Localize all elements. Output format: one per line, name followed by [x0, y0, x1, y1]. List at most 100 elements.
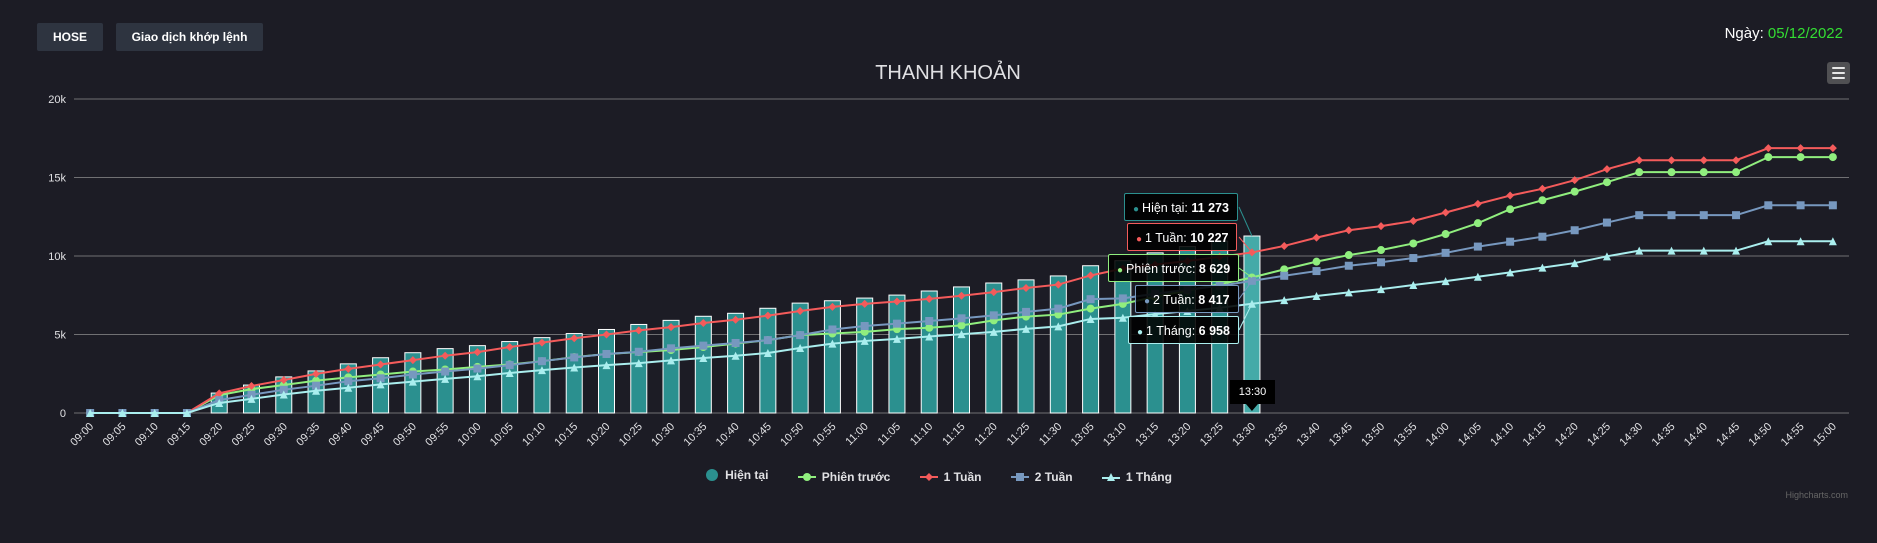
point-marker: [763, 311, 772, 320]
point-marker: [1732, 211, 1741, 220]
point-marker: [1280, 265, 1289, 274]
point-marker: [408, 356, 417, 365]
point-marker: [1764, 201, 1773, 210]
legend-item-phien-truoc[interactable]: Phiên trước: [797, 470, 891, 484]
legend-item-1-thang[interactable]: 1 Tháng: [1101, 470, 1172, 484]
point-marker: [1409, 216, 1418, 225]
point-marker: [763, 336, 772, 345]
point-marker: [1699, 156, 1708, 165]
x-tick-label: 14:30: [1617, 421, 1645, 449]
x-tick-label: 10:05: [488, 421, 516, 449]
highcharts-credits[interactable]: Highcharts.com: [1785, 490, 1848, 500]
dot-icon: ●: [1136, 234, 1143, 245]
point-marker: [1506, 191, 1515, 200]
point-marker: [376, 360, 385, 369]
x-tick-label: 14:10: [1488, 421, 1516, 449]
point-marker: [118, 409, 127, 417]
point-marker: [731, 351, 740, 360]
point-marker: [1506, 237, 1515, 246]
x-tick-label: 10:55: [811, 421, 839, 449]
tooltip-label: 2 Tuần:: [1153, 293, 1195, 307]
point-marker: [1538, 196, 1547, 205]
point-marker: [1796, 201, 1805, 210]
point-marker: [1022, 307, 1031, 316]
point-marker: [1312, 292, 1321, 301]
tooltip-label: 1 Tháng:: [1146, 324, 1196, 338]
point-marker: [408, 370, 417, 379]
exchange-button-hose[interactable]: HOSE: [37, 23, 103, 51]
point-marker: [86, 409, 95, 417]
point-marker: [247, 381, 256, 390]
date-value: 05/12/2022: [1767, 25, 1843, 42]
legend-item-1-tuan[interactable]: 1 Tuần: [919, 470, 981, 484]
point-marker: [1602, 218, 1611, 227]
point-marker: [279, 390, 288, 399]
point-marker: [182, 409, 191, 417]
bar: [953, 286, 970, 414]
bar: [630, 323, 648, 414]
point-marker: [312, 369, 321, 378]
point-marker: [731, 338, 740, 347]
y-tick-label: 15k: [48, 173, 66, 185]
x-tick-label: 10:50: [778, 421, 806, 449]
line-diamond-icon: [919, 472, 938, 482]
point-marker: [1602, 252, 1611, 261]
point-marker: [925, 332, 934, 341]
point-marker: [1086, 271, 1095, 280]
point-marker: [1377, 246, 1386, 255]
x-tick-label: 09:45: [359, 421, 387, 449]
point-marker: [505, 368, 514, 377]
x-tick-label: 10:15: [552, 421, 580, 449]
point-marker: [570, 353, 579, 362]
crosshair-pointer: [1245, 404, 1258, 411]
point-marker: [1280, 296, 1289, 305]
x-tick-label: 14:15: [1521, 421, 1549, 449]
legend-label: Phiên trước: [821, 470, 891, 484]
point-marker: [699, 354, 708, 363]
point-marker: [1441, 230, 1450, 239]
point-marker: [667, 344, 676, 353]
point-marker: [1796, 144, 1805, 153]
point-marker: [215, 398, 224, 407]
bar: [888, 294, 906, 414]
point-marker: [505, 361, 514, 370]
point-marker: [957, 291, 966, 300]
y-tick-label: 5k: [54, 330, 66, 342]
point-marker: [1441, 208, 1450, 217]
bar: [533, 337, 551, 414]
point-marker: [1054, 304, 1063, 313]
circle-icon: [705, 468, 719, 482]
legend-item-hien-tai[interactable]: Hiện tại: [705, 468, 768, 482]
tooltip-value: 6 958: [1198, 324, 1230, 338]
x-tick-label: 10:40: [714, 421, 742, 449]
point-marker: [1699, 168, 1708, 177]
point-marker: [1022, 284, 1031, 293]
chart-menu-button[interactable]: [1827, 62, 1850, 84]
x-tick-label: 10:25: [617, 421, 645, 449]
point-marker: [1796, 153, 1805, 162]
dot-icon: ●: [1133, 204, 1140, 215]
date-label: Ngày:: [1724, 25, 1764, 42]
point-marker: [892, 297, 901, 306]
tooltip-label: Phiên trước:: [1126, 262, 1196, 276]
bar: [501, 341, 519, 414]
point-marker: [1635, 246, 1644, 255]
point-marker: [1022, 324, 1031, 333]
x-tick-label: 11:25: [1005, 421, 1032, 448]
point-marker: [312, 381, 321, 390]
point-marker: [1054, 280, 1063, 289]
legend-item-2-tuan[interactable]: 2 Tuần: [1010, 470, 1073, 484]
bar: [662, 319, 680, 414]
point-marker: [441, 367, 450, 376]
tooltip-connector: [1238, 206, 1253, 237]
point-marker: [667, 356, 676, 365]
legend-label: 2 Tuần: [1034, 470, 1073, 484]
point-marker: [279, 385, 288, 394]
trade-type-button[interactable]: Giao dịch khớp lệnh: [116, 23, 263, 51]
x-tick-label: 14:55: [1779, 421, 1807, 449]
tooltip-connector: [1238, 303, 1253, 331]
x-axis-labels: 09:00 09:05 09:10 09:15 09:20 09:25 09:30 09:35…: [68, 421, 1839, 449]
x-tick-label: 13:40: [1295, 421, 1323, 449]
point-marker: [731, 315, 740, 324]
x-tick-label: 09:40: [326, 421, 354, 449]
